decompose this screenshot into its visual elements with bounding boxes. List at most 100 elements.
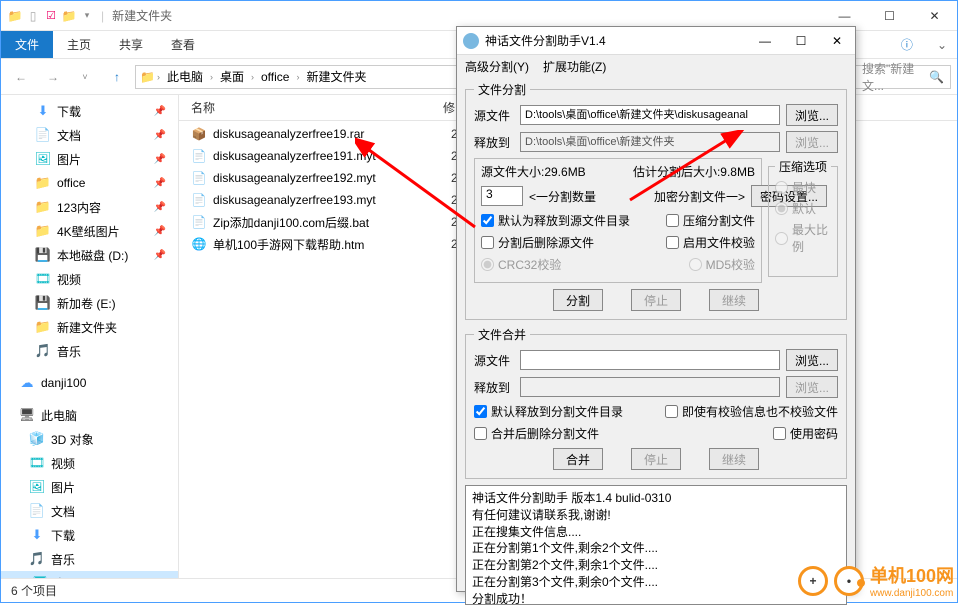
count-input[interactable]: 3	[481, 186, 523, 206]
maximize-button[interactable]: ☐	[783, 27, 819, 55]
sidebar-item[interactable]: ⬇下载	[1, 523, 178, 547]
cb-no-verify[interactable]: 即使有校验信息也不校验文件	[665, 403, 838, 420]
menu-extensions[interactable]: 扩展功能(Z)	[543, 58, 606, 75]
chevron-right-icon: ›	[251, 72, 254, 82]
log-line: 正在分割第3个文件,剩余0个文件....	[472, 574, 840, 591]
chevron-right-icon: ›	[296, 72, 299, 82]
stop-button[interactable]: 停止	[631, 289, 681, 311]
menu-advanced[interactable]: 高级分割(Y)	[465, 58, 529, 75]
tree-label: 新建文件夹	[57, 319, 117, 336]
sidebar-item[interactable]: 📄文档📌	[1, 123, 178, 147]
col-name[interactable]: 名称	[191, 99, 443, 116]
split-legend: 文件分割	[474, 81, 530, 98]
merge-stop-button[interactable]: 停止	[631, 448, 681, 470]
rb-md5[interactable]: MD5校验	[689, 256, 755, 273]
folder-icon: 📁	[61, 8, 77, 24]
sidebar-item[interactable]: ⬇下载📌	[1, 99, 178, 123]
merge-continue-button[interactable]: 继续	[709, 448, 759, 470]
divider-icon: ▯	[25, 8, 41, 24]
recent-dropdown[interactable]: ˅	[71, 65, 99, 89]
tab-view[interactable]: 查看	[157, 31, 209, 58]
maximize-button[interactable]: ☐	[867, 1, 912, 31]
rb-default[interactable]: 默认	[775, 200, 831, 217]
pin-icon: 📌	[154, 178, 166, 189]
merge-group: 文件合并 源文件 浏览... 释放到 浏览... 默认释放到分割文件目录 即使有…	[465, 326, 847, 479]
sidebar-item-danji[interactable]: ☁danji100	[1, 371, 178, 395]
back-button[interactable]: ←	[7, 65, 35, 89]
tab-home[interactable]: 主页	[53, 31, 105, 58]
forward-button[interactable]: →	[39, 65, 67, 89]
chevron-right-icon: ›	[157, 72, 160, 82]
tab-share[interactable]: 共享	[105, 31, 157, 58]
crumb[interactable]: 桌面	[215, 68, 249, 85]
tree-icon: 🎞	[35, 271, 51, 287]
minimize-button[interactable]: —	[747, 27, 783, 55]
nav-tree: ⬇下载📌📄文档📌🖼图片📌📁office📌📁123内容📌📁4K壁纸图片📌💾本地磁盘…	[1, 95, 179, 578]
sidebar-item[interactable]: 🎞视频	[1, 451, 178, 475]
sidebar-item[interactable]: 🎞视频	[1, 267, 178, 291]
sidebar-item[interactable]: 📁office📌	[1, 171, 178, 195]
tree-label: 123内容	[57, 199, 101, 216]
close-button[interactable]: ✕	[819, 27, 855, 55]
cloud-icon: ☁	[19, 375, 35, 391]
tree-label: office	[57, 176, 85, 190]
search-input[interactable]: 搜索"新建文... 🔍	[855, 65, 951, 89]
src-input[interactable]: D:\tools\桌面\office\新建文件夹\diskusageanal	[520, 105, 780, 125]
watermark-dot-icon: •	[834, 566, 864, 596]
sidebar-item[interactable]: ›🖥桌面	[1, 571, 178, 578]
browse-dst-button[interactable]: 浏览...	[786, 131, 838, 153]
cb-compress[interactable]: 压缩分割文件	[666, 212, 755, 229]
dropdown-icon[interactable]: ▾	[79, 8, 95, 24]
file-name: diskusageanalyzerfree192.myt	[213, 171, 445, 185]
log-output: 神话文件分割助手 版本1.4 bulid-0310有任何建议请联系我,谢谢!正在…	[465, 485, 847, 605]
sidebar-item[interactable]: 📁4K壁纸图片📌	[1, 219, 178, 243]
up-button[interactable]: ↑	[103, 65, 131, 89]
rb-max[interactable]: 最大比例	[775, 221, 831, 255]
file-icon: 📄	[191, 148, 207, 164]
sidebar-item[interactable]: 💾本地磁盘 (D:)📌	[1, 243, 178, 267]
browse-merge-dst-button[interactable]: 浏览...	[786, 376, 838, 398]
search-icon: 🔍	[929, 70, 944, 84]
cb-delete-src[interactable]: 分割后删除源文件	[481, 234, 594, 251]
tree-label: 图片	[57, 151, 81, 168]
tab-file[interactable]: 文件	[1, 31, 53, 58]
merge-src-input[interactable]	[520, 350, 780, 370]
tree-icon: 🖼	[35, 151, 51, 167]
crumb[interactable]: 此电脑	[162, 68, 208, 85]
chevron-right-icon: ›	[210, 72, 213, 82]
help-icon[interactable]: ⓘ	[893, 36, 921, 53]
cb-default-dst[interactable]: 默认为释放到源文件目录	[481, 212, 630, 229]
sidebar-item[interactable]: 📁新建文件夹	[1, 315, 178, 339]
file-icon: 📄	[191, 214, 207, 230]
sidebar-item[interactable]: 🎵音乐	[1, 547, 178, 571]
continue-button[interactable]: 继续	[709, 289, 759, 311]
file-name: diskusageanalyzerfree193.myt	[213, 193, 445, 207]
cb-merge-default-dst[interactable]: 默认释放到分割文件目录	[474, 403, 623, 420]
sidebar-item[interactable]: 🧊3D 对象	[1, 427, 178, 451]
cb-use-password[interactable]: 使用密码	[773, 425, 838, 442]
cb-checksum[interactable]: 启用文件校验	[666, 234, 755, 251]
sidebar-item[interactable]: 🎵音乐	[1, 339, 178, 363]
sidebar-item[interactable]: 📄文档	[1, 499, 178, 523]
browse-merge-src-button[interactable]: 浏览...	[786, 349, 838, 371]
rb-crc32[interactable]: CRC32校验	[481, 256, 561, 273]
close-button[interactable]: ✕	[912, 1, 957, 31]
split-button[interactable]: 分割	[553, 289, 603, 311]
sidebar-item[interactable]: 🖼图片	[1, 475, 178, 499]
merge-dst-input[interactable]	[520, 377, 780, 397]
sidebar-item[interactable]: 📁123内容📌	[1, 195, 178, 219]
tree-icon: 🎵	[35, 343, 51, 359]
merge-button[interactable]: 合并	[553, 448, 603, 470]
sidebar-item-thispc[interactable]: 🖥此电脑	[1, 403, 178, 427]
crumb[interactable]: office	[256, 70, 294, 84]
sidebar-item[interactable]: 🖼图片📌	[1, 147, 178, 171]
crumb[interactable]: 新建文件夹	[301, 68, 371, 85]
ribbon-expand-icon[interactable]: ⌄	[927, 38, 957, 52]
dst-input[interactable]: D:\tools\桌面\office\新建文件夹	[520, 132, 780, 152]
src-size-label: 源文件大小:29.6MB	[481, 163, 586, 180]
tree-label: 图片	[51, 479, 75, 496]
rb-fast[interactable]: 最快	[775, 179, 831, 196]
cb-delete-split[interactable]: 合并后删除分割文件	[474, 425, 599, 442]
browse-src-button[interactable]: 浏览...	[786, 104, 838, 126]
sidebar-item[interactable]: 💾新加卷 (E:)	[1, 291, 178, 315]
